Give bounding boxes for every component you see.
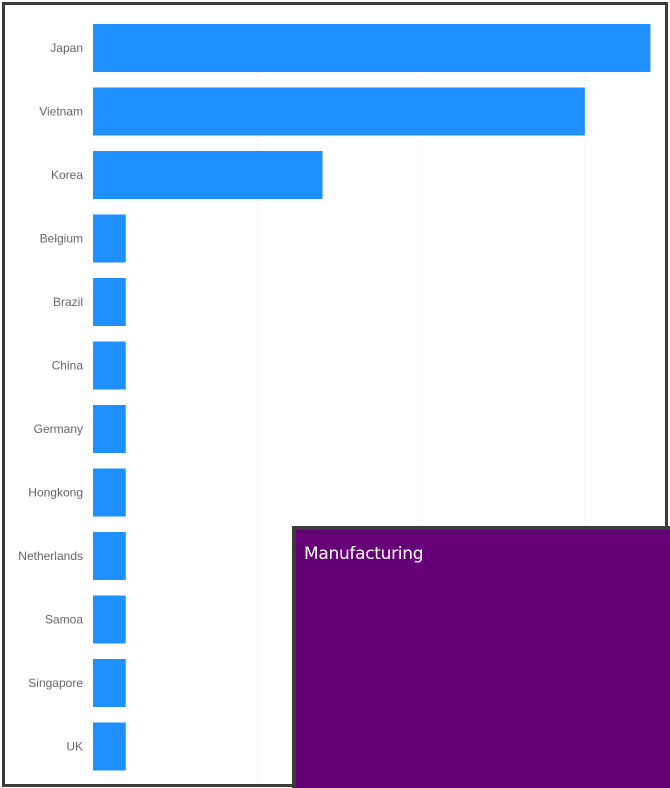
bar-korea[interactable]	[93, 151, 323, 199]
bar-belgium[interactable]	[93, 214, 126, 263]
category-label-netherlands: Netherlands	[18, 549, 83, 563]
category-label-brazil: Brazil	[53, 295, 83, 309]
bar-samoa[interactable]	[93, 595, 126, 644]
grid-lines	[256, 24, 586, 784]
category-labels: Japan Vietnam Korea Belgium Brazil China Germa…	[18, 41, 83, 754]
category-label-vietnam: Vietnam	[39, 105, 83, 119]
bar-china[interactable]	[93, 341, 126, 390]
category-label-singapore: Singapore	[28, 676, 83, 690]
bar-japan[interactable]	[93, 24, 651, 72]
bar-vietnam[interactable]	[93, 87, 585, 136]
category-label-japan: Japan	[50, 41, 83, 55]
bar-germany[interactable]	[93, 405, 126, 453]
category-label-samoa: Samoa	[45, 613, 83, 627]
category-label-germany: Germany	[34, 422, 83, 436]
bar-uk[interactable]	[93, 722, 126, 771]
category-tooltip-panel: Manufacturing	[292, 526, 670, 788]
tooltip-title: Manufacturing	[304, 544, 424, 564]
category-label-china: China	[52, 359, 84, 373]
bar-singapore[interactable]	[93, 659, 126, 707]
bar-hongkong[interactable]	[93, 468, 126, 517]
category-label-belgium: Belgium	[40, 232, 83, 246]
bar-netherlands[interactable]	[93, 532, 126, 580]
category-label-hongkong: Hongkong	[28, 486, 83, 500]
bars-group	[93, 24, 651, 771]
bar-brazil[interactable]	[93, 278, 126, 326]
category-label-uk: UK	[66, 740, 83, 754]
bar-chart: Japan Vietnam Korea Belgium Brazil China Germa…	[18, 24, 651, 784]
category-label-korea: Korea	[51, 168, 83, 182]
